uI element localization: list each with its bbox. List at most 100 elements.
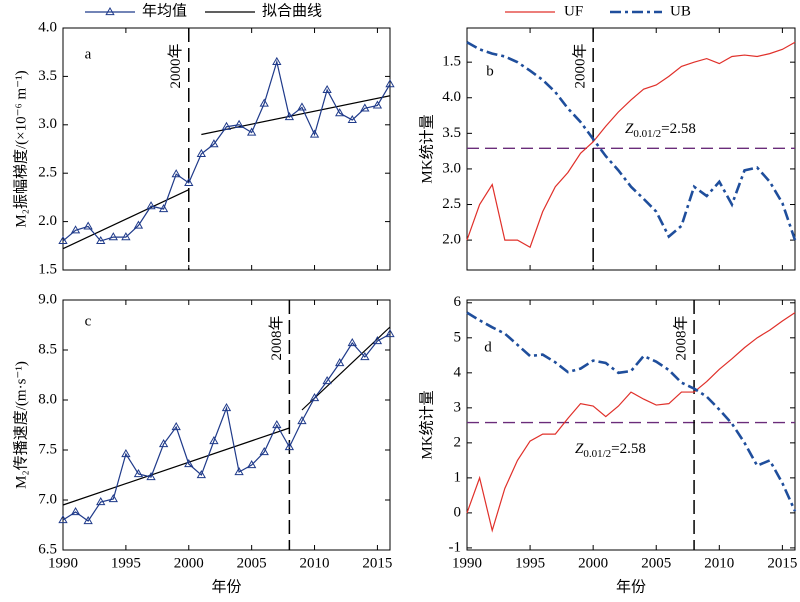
point-marker: [58, 235, 68, 245]
point-marker: [196, 469, 207, 479]
y-tick-label: 4.0: [38, 19, 57, 35]
point-marker: [372, 335, 383, 345]
point-marker: [209, 139, 219, 148]
annotation-subscript: 0.01/2: [583, 448, 611, 460]
legend-label: UB: [670, 3, 691, 19]
y-tick-label: 0: [454, 504, 462, 520]
reference-label: 2000年: [572, 43, 589, 88]
panel-label: c: [85, 313, 92, 329]
y-tick-label: 5: [454, 329, 462, 345]
point-marker: [322, 84, 332, 94]
legend-marker: [105, 6, 115, 16]
point-marker: [335, 108, 345, 117]
plot-frame: [466, 299, 796, 551]
point-marker: [70, 506, 81, 516]
x-tick-label: 2010: [300, 555, 330, 571]
x-tick-label: 1990: [48, 555, 78, 571]
reference-label: 2008年: [673, 315, 690, 360]
point-marker: [335, 357, 345, 367]
point-marker: [347, 337, 357, 347]
point-marker: [309, 129, 320, 138]
y-tick-label: 3: [454, 399, 462, 415]
y-tick-label: 6: [454, 294, 462, 310]
panel-label: b: [486, 63, 494, 79]
x-axis-label: 年份: [211, 578, 241, 595]
point-marker: [284, 441, 295, 451]
y-tick-label: 2.0: [442, 232, 461, 248]
x-tick-label: 2005: [237, 555, 267, 571]
x-tick-label: 2015: [767, 555, 797, 571]
point-marker: [322, 375, 332, 385]
y-tick-label: 3.0: [442, 160, 461, 176]
y-tick-label: 9.0: [38, 291, 57, 307]
y-tick-label: 1.5: [38, 261, 57, 277]
point-marker: [309, 392, 320, 402]
series-line: [62, 59, 391, 242]
point-marker: [246, 459, 257, 469]
point-marker: [297, 102, 307, 111]
legend-label: 拟合曲线: [262, 2, 322, 19]
annotation-text: =2.58: [661, 121, 696, 137]
point-marker: [297, 415, 307, 425]
point-marker: [146, 201, 156, 210]
point-marker: [372, 100, 383, 109]
point-marker: [158, 438, 169, 448]
y-tick-label: 7.5: [38, 441, 57, 457]
point-marker: [58, 514, 68, 524]
point-marker: [184, 177, 194, 186]
point-marker: [171, 169, 181, 178]
y-tick-label: 2: [454, 434, 462, 450]
annotation-subscript: 0.01/2: [633, 128, 661, 140]
point-marker: [83, 515, 93, 525]
y-tick-label: 4.0: [442, 89, 461, 105]
annotation: Z0.01/2=2.58: [625, 121, 696, 139]
y-tick-label: 8.5: [38, 341, 57, 357]
fit-line: [62, 427, 290, 506]
y-tick-label: 3.5: [442, 125, 461, 141]
point-marker: [209, 435, 219, 445]
point-marker: [96, 235, 106, 245]
y-tick-label: -1: [449, 539, 462, 555]
point-marker: [158, 204, 169, 213]
series-line: [466, 41, 796, 249]
y-tick-label: 4: [454, 364, 462, 380]
point-marker: [96, 496, 106, 506]
point-marker: [83, 221, 93, 230]
point-marker: [184, 458, 194, 468]
y-tick-label: 3.0: [38, 116, 57, 132]
legend-label: 年均值: [142, 2, 187, 19]
point-marker: [171, 421, 181, 431]
point-marker: [347, 114, 357, 124]
series-line: [466, 311, 797, 512]
y-tick-label: 6.5: [38, 541, 57, 557]
x-axis-label: 年份: [616, 578, 646, 595]
point-marker: [196, 148, 207, 157]
point-marker: [246, 127, 257, 136]
y-tick-label: 8.0: [38, 391, 57, 407]
y-axis-label: M₂振幅梯度/(×10⁻⁶ m⁻¹): [12, 70, 29, 227]
y-tick-label: 1.5: [442, 54, 461, 70]
y-tick-label: 2.0: [38, 213, 57, 229]
plot-frame: [62, 27, 391, 271]
series-line: [466, 41, 797, 241]
x-tick-label: 1990: [452, 555, 482, 571]
point-marker: [221, 402, 232, 412]
point-marker: [108, 232, 118, 241]
series-line: [62, 333, 391, 522]
point-marker: [133, 468, 144, 478]
x-tick-label: 2005: [641, 555, 671, 571]
fit-line: [201, 95, 391, 136]
point-marker: [133, 220, 144, 229]
annotation-symbol: Z: [625, 121, 634, 137]
series-line: [466, 312, 796, 533]
x-tick-label: 1995: [515, 555, 545, 571]
point-marker: [221, 121, 232, 130]
x-tick-label: 1995: [111, 555, 141, 571]
x-tick-label: 2000: [578, 555, 608, 571]
panel-label: a: [85, 46, 92, 62]
annotation-text: =2.58: [611, 441, 646, 457]
point-marker: [385, 328, 395, 338]
point-marker: [234, 466, 244, 476]
point-marker: [121, 448, 131, 458]
